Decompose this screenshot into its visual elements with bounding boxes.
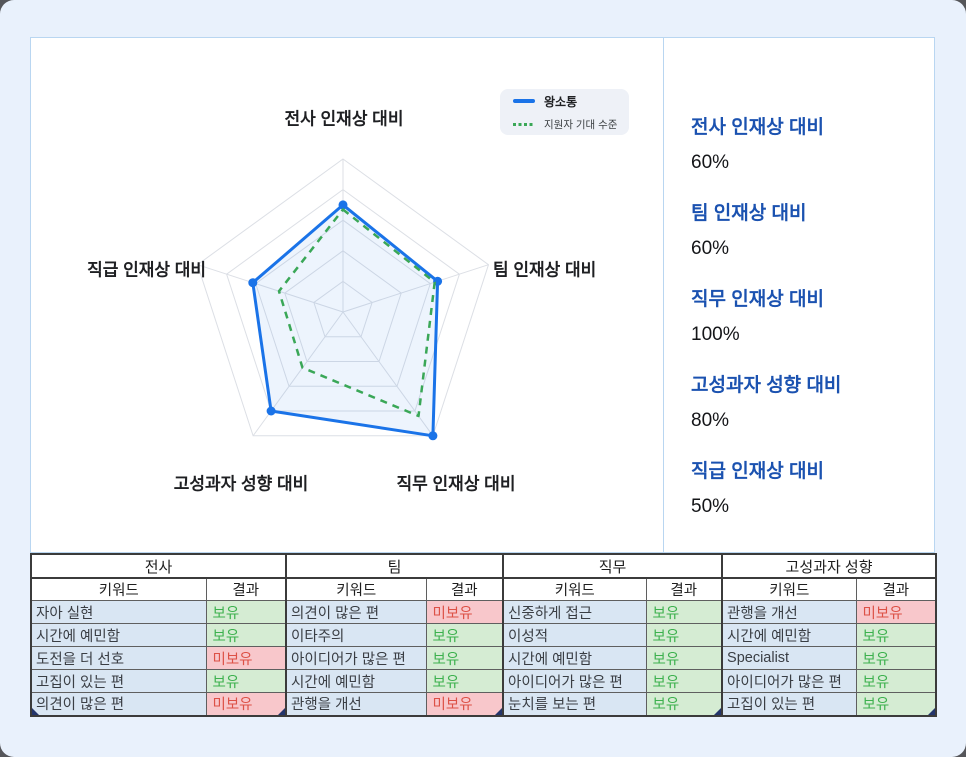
legend-label: 왕소통 [544, 94, 578, 109]
result-cell: 보유 [645, 600, 723, 624]
summary-item: 직급 인재상 대비 50% [691, 456, 841, 518]
result-cell: 보유 [645, 646, 723, 670]
summary-label: 직무 인재상 대비 [691, 289, 824, 310]
summary-item: 직무 인재상 대비 100% [691, 284, 841, 346]
keyword-cell: 시간에 예민함 [502, 646, 647, 670]
panel-divider [663, 38, 664, 552]
keyword-result-table: 전사 팀 직무 고성과자 성향 키워드 결과 키워드 결과 키워드 결과 키워드 결과 자아 실현 보유 의… [29, 553, 938, 717]
summary-label: 직급 인재상 대비 [691, 461, 824, 482]
table-row: 고집이 있는 편 보유 시간에 예민함 보유 아이디어가 많은 편 보유 아이디어가 많은 … [30, 669, 937, 693]
assessment-card: 전사 인재상 대비 팀 인재상 대비 직무 인재상 대비 고성과자 성향 대비 … [30, 37, 935, 553]
keyword-cell: 시간에 예민함 [721, 623, 857, 647]
keyword-column-header: 키워드 [285, 577, 427, 601]
chart-legend: 왕소통 지원자 기대 수준 [500, 89, 629, 135]
summary-label: 팀 인재상 대비 [691, 203, 807, 224]
result-cell: 보유 [855, 623, 937, 647]
result-cell: 보유 [205, 623, 287, 647]
legend-label: 지원자 기대 수준 [544, 118, 618, 131]
result-cell: 보유 [205, 669, 287, 693]
result-column-header: 결과 [645, 577, 723, 601]
keyword-cell: 관행을 개선 [285, 692, 427, 716]
result-cell: 보유 [855, 669, 937, 693]
result-cell: 보유 [205, 600, 287, 624]
result-cell: 보유 [855, 692, 937, 716]
group-header: 전사 [29, 553, 287, 579]
score-summary-panel: 전사 인재상 대비 60% 팀 인재상 대비 60% 직무 인재상 대비 100… [691, 112, 841, 542]
keyword-result-table-wrap: 전사 팀 직무 고성과자 성향 키워드 결과 키워드 결과 키워드 결과 키워드 결과 자아 실현 보유 의… [29, 553, 938, 717]
axis-label-company: 전사 인재상 대비 [284, 109, 404, 129]
summary-value: 80% [691, 410, 730, 431]
keyword-cell: 신중하게 접근 [502, 600, 647, 624]
keyword-cell: 자아 실현 [30, 600, 207, 624]
summary-value: 60% [691, 238, 730, 259]
keyword-cell: 시간에 예민함 [285, 669, 427, 693]
group-header: 직무 [502, 553, 723, 579]
summary-label: 고성과자 성향 대비 [691, 375, 842, 396]
result-cell: 미보유 [205, 646, 287, 670]
keyword-column-header: 키워드 [502, 577, 647, 601]
keyword-cell: 아이디어가 많은 편 [721, 669, 857, 693]
group-header: 팀 [285, 553, 504, 579]
result-cell: 보유 [425, 669, 504, 693]
result-cell: 미보유 [425, 600, 504, 624]
keyword-column-header: 키워드 [30, 577, 207, 601]
result-cell: 보유 [855, 646, 937, 670]
summary-label: 전사 인재상 대비 [691, 117, 824, 138]
keyword-cell: 고집이 있는 편 [721, 692, 857, 716]
table-row: 자아 실현 보유 의견이 많은 편 미보유 신중하게 접근 보유 관행을 개선 미보유 [30, 600, 937, 624]
keyword-cell: 아이디어가 많은 편 [285, 646, 427, 670]
result-cell: 보유 [645, 623, 723, 647]
keyword-cell: 아이디어가 많은 편 [502, 669, 647, 693]
table-row: 의견이 많은 편 미보유 관행을 개선 미보유 눈치를 보는 편 보유 고집이 있는 편 보유 [30, 692, 937, 716]
summary-item: 고성과자 성향 대비 80% [691, 370, 841, 432]
result-cell: 미보유 [205, 692, 287, 716]
table-row: 도전을 더 선호 미보유 아이디어가 많은 편 보유 시간에 예민함 보유 Speciali… [30, 646, 937, 670]
keyword-cell: 이타주의 [285, 623, 427, 647]
keyword-cell: Specialist [721, 646, 857, 670]
legend-item-expectation[interactable]: 지원자 기대 수준 [513, 117, 629, 132]
table-row: 시간에 예민함 보유 이타주의 보유 이성적 보유 시간에 예민함 보유 [30, 623, 937, 647]
radar-chart [196, 158, 490, 441]
keyword-cell: 의견이 많은 편 [285, 600, 427, 624]
summary-value: 60% [691, 152, 730, 173]
table-group-header-row: 전사 팀 직무 고성과자 성향 [29, 553, 937, 579]
summary-item: 전사 인재상 대비 60% [691, 112, 841, 174]
dotted-line-swatch-icon [513, 122, 535, 126]
keyword-cell: 이성적 [502, 623, 647, 647]
summary-value: 100% [691, 324, 740, 345]
keyword-cell: 눈치를 보는 편 [502, 692, 647, 716]
keyword-cell: 고집이 있는 편 [30, 669, 207, 693]
axis-label-team: 팀 인재상 대비 [493, 260, 597, 280]
result-cell: 보유 [645, 692, 723, 716]
axis-label-rank: 직급 인재상 대비 [87, 260, 206, 280]
keyword-cell: 관행을 개선 [721, 600, 857, 624]
table-subheader-row: 키워드 결과 키워드 결과 키워드 결과 키워드 결과 [30, 577, 937, 601]
result-cell: 보유 [425, 623, 504, 647]
summary-value: 50% [691, 496, 730, 517]
keyword-cell: 도전을 더 선호 [30, 646, 207, 670]
result-cell: 미보유 [855, 600, 937, 624]
result-column-header: 결과 [855, 577, 937, 601]
group-header: 고성과자 성향 [721, 553, 937, 579]
radar-chart-area: 전사 인재상 대비 팀 인재상 대비 직무 인재상 대비 고성과자 성향 대비 … [31, 38, 663, 552]
keyword-cell: 의견이 많은 편 [30, 692, 207, 716]
axis-label-high-performer: 고성과자 성향 대비 [173, 474, 309, 494]
axis-label-job: 직무 인재상 대비 [396, 474, 516, 494]
result-column-header: 결과 [205, 577, 287, 601]
legend-item-candidate[interactable]: 왕소통 [513, 93, 629, 110]
keyword-cell: 시간에 예민함 [30, 623, 207, 647]
result-column-header: 결과 [425, 577, 504, 601]
result-cell: 보유 [645, 669, 723, 693]
solid-line-swatch-icon [513, 99, 535, 103]
summary-item: 팀 인재상 대비 60% [691, 198, 841, 260]
result-cell: 보유 [425, 646, 504, 670]
result-cell: 미보유 [425, 692, 504, 716]
keyword-column-header: 키워드 [721, 577, 857, 601]
